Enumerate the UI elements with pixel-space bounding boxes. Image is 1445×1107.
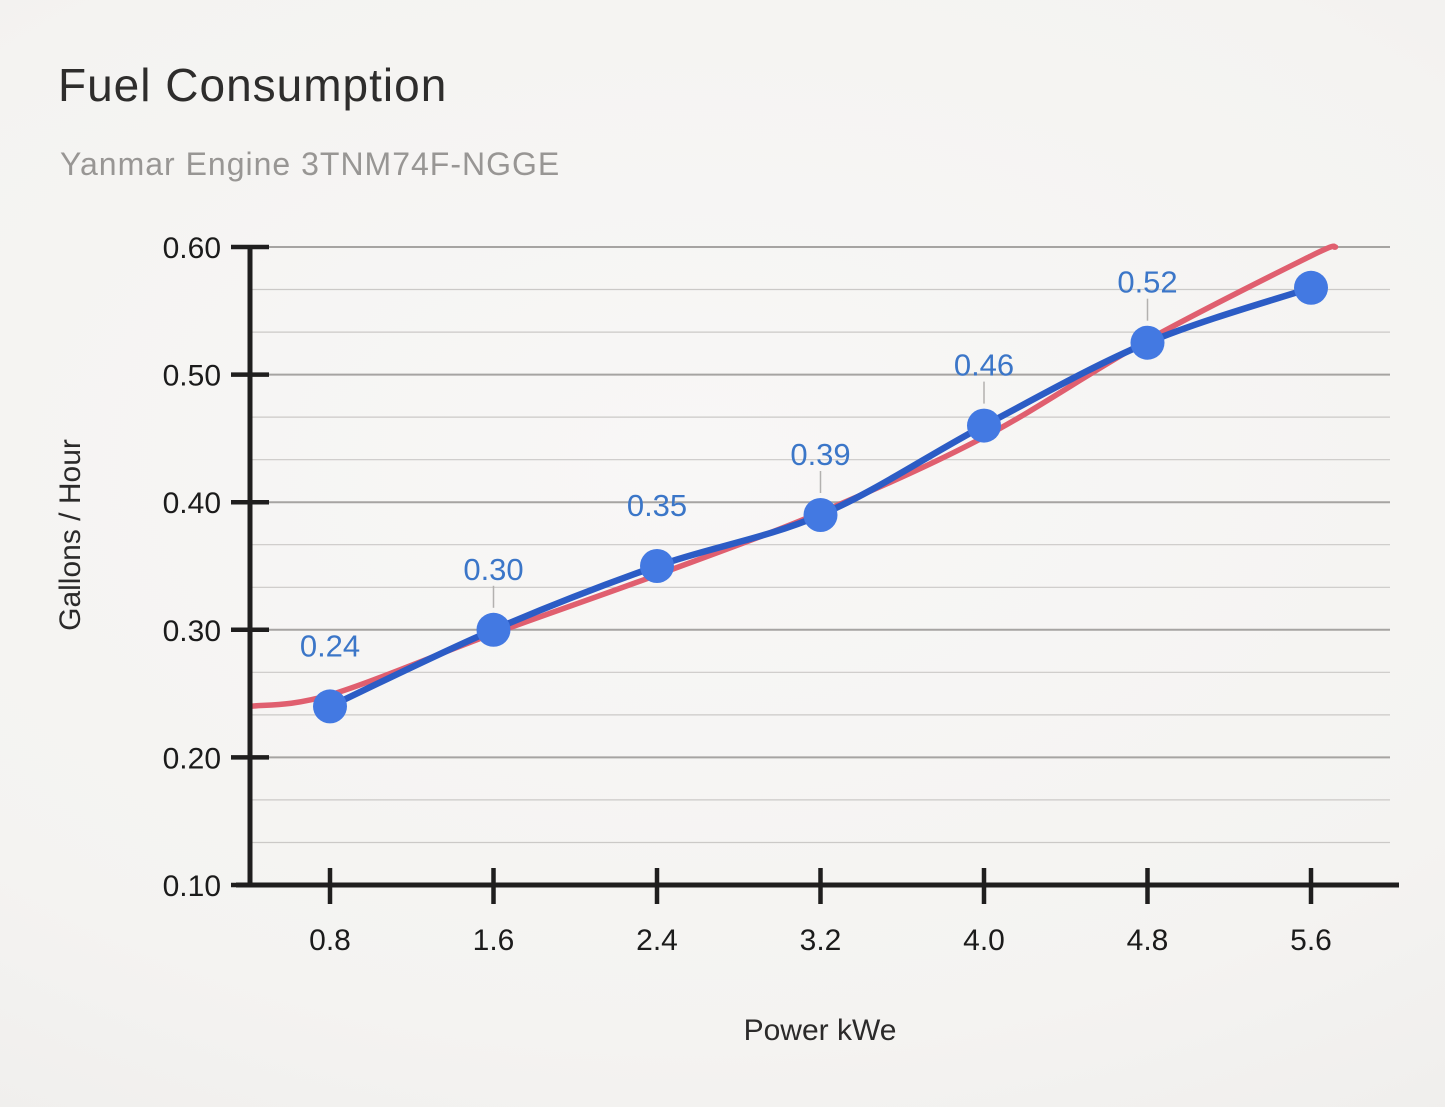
y-tick-label: 0.20 [163, 742, 221, 775]
data-point-marker [1130, 325, 1165, 360]
data-point-marker [313, 689, 347, 724]
data-point-marker [803, 498, 838, 532]
data-point-label: 0.30 [463, 552, 523, 587]
data-point-label: 0.46 [954, 348, 1014, 383]
data-point-marker [476, 612, 511, 647]
y-axis-title: Gallons / Hour [54, 439, 87, 631]
x-tick-label: 2.4 [636, 924, 678, 957]
x-tick-label: 4.8 [1127, 924, 1169, 957]
trendline-path [247, 243, 1339, 710]
x-tick-label: 4.0 [963, 924, 1005, 957]
data-point-label: 0.39 [790, 437, 850, 472]
series-line-path [326, 284, 1315, 710]
x-tick-label: 3.2 [800, 924, 842, 957]
y-tick-label: 0.10 [163, 870, 221, 903]
x-axis-title: Power kWe [744, 1014, 897, 1047]
data-point-label: 0.52 [1117, 265, 1177, 300]
y-tick-label: 0.40 [163, 487, 221, 520]
y-tick-label: 0.60 [163, 232, 221, 265]
data-point-label: 0.24 [300, 628, 360, 663]
y-tick-label: 0.50 [163, 360, 221, 393]
x-tick-label: 0.8 [309, 924, 351, 957]
chart-title: Fuel Consumption [58, 59, 448, 111]
y-tick-label: 0.30 [163, 615, 221, 648]
data-point-label: 0.35 [627, 488, 687, 523]
x-tick-label: 1.6 [473, 924, 515, 957]
x-tick-label: 5.6 [1290, 924, 1332, 957]
data-point-marker [640, 549, 674, 583]
data-point-marker [1294, 270, 1328, 305]
chart-subtitle: Yanmar Engine 3TNM74F-NGGE [60, 146, 561, 182]
data-point-marker [967, 408, 1001, 443]
